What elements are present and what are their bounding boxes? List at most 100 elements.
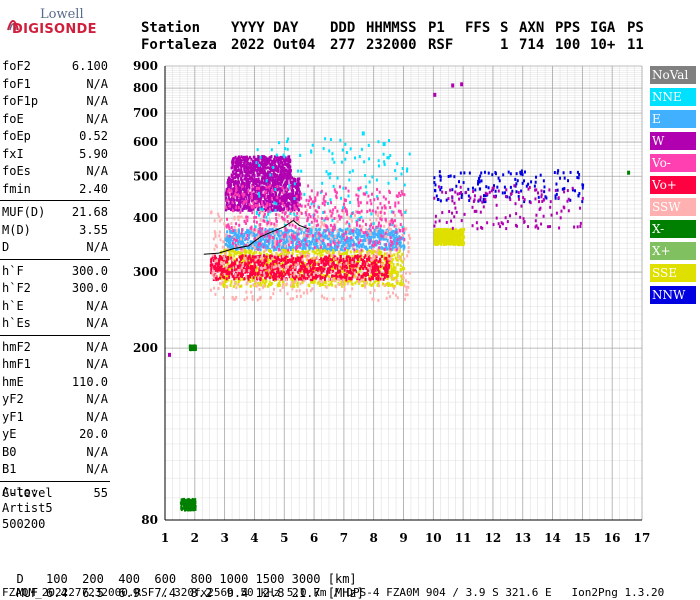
data-point-vo-	[257, 271, 260, 275]
data-point-vo-	[321, 267, 324, 271]
data-point-ssw	[295, 294, 298, 298]
data-point-w	[248, 155, 251, 159]
data-point-nne	[258, 163, 261, 167]
data-point-w	[290, 196, 293, 200]
data-point-w	[241, 174, 244, 178]
data-point-ssw	[406, 254, 409, 258]
data-point-nne	[371, 175, 374, 179]
data-point-e	[276, 232, 279, 236]
data-point-sse	[396, 252, 399, 256]
data-point-ssw	[389, 251, 392, 255]
data-point-vo-	[249, 270, 252, 274]
data-point-w	[268, 177, 271, 181]
param-value: N/A	[86, 298, 108, 313]
data-point-e	[339, 228, 342, 232]
data-point-vo-	[225, 260, 228, 264]
data-point-sse	[362, 280, 365, 284]
data-point-sse	[225, 279, 228, 283]
data-point-w	[227, 180, 230, 184]
data-point-e	[318, 247, 321, 251]
data-point-vo-	[324, 192, 327, 196]
data-point-sse	[392, 268, 395, 272]
data-point-w	[277, 197, 280, 201]
data-point-vo-	[361, 266, 364, 270]
data-point-ssw	[237, 268, 240, 272]
data-point-w	[282, 207, 285, 211]
data-point-ssw	[331, 237, 334, 241]
data-point-vo-	[345, 273, 348, 277]
data-point-vo-	[287, 267, 290, 271]
data-point-w	[252, 162, 255, 166]
data-point-w	[224, 193, 227, 197]
data-point-ssw	[295, 263, 298, 267]
data-point-w	[240, 189, 243, 193]
data-point-ssw	[287, 214, 290, 218]
data-point-e	[252, 231, 255, 235]
data-point-ssw	[263, 273, 266, 277]
data-point-w	[277, 166, 280, 170]
data-point-vo-	[237, 271, 240, 275]
data-point-ssw	[304, 273, 307, 277]
data-point-vo-	[343, 268, 346, 272]
data-point-w	[297, 183, 300, 187]
data-point-ssw	[293, 271, 296, 275]
data-point-w	[278, 162, 281, 166]
data-point-w	[285, 198, 288, 202]
data-point-w	[290, 198, 293, 202]
data-point-e	[314, 241, 317, 245]
data-point-nne	[258, 194, 261, 198]
data-point-e	[323, 235, 326, 239]
data-point-sse	[244, 248, 247, 252]
data-point-ssw	[385, 234, 388, 238]
data-point-ssw	[222, 296, 225, 300]
data-point-vo-	[386, 274, 389, 278]
data-point-vo-	[212, 265, 215, 269]
data-point-vo-	[225, 269, 228, 273]
data-point-sse	[297, 249, 300, 253]
data-point-ssw	[289, 270, 292, 274]
data-point-w	[270, 203, 273, 207]
data-point-vo-	[334, 206, 337, 210]
data-point-ssw	[233, 225, 236, 229]
data-point-w	[237, 161, 240, 165]
data-point-e	[330, 247, 333, 251]
data-point-ssw	[319, 225, 322, 229]
data-point-w	[282, 170, 285, 174]
data-point-e	[237, 228, 240, 232]
data-point-vo-	[303, 264, 306, 268]
data-point-ssw	[256, 228, 259, 232]
data-point-e	[346, 238, 349, 242]
data-point-vo-	[237, 267, 240, 271]
data-point-vo-	[284, 256, 287, 260]
data-point-ssw	[302, 234, 305, 238]
data-point-ssw	[213, 247, 216, 251]
data-point-w	[279, 183, 282, 187]
data-point-ssw	[329, 262, 332, 266]
data-point-vo-	[350, 277, 353, 281]
data-point-sse	[332, 256, 335, 260]
data-point-vo-	[342, 275, 345, 279]
data-point-e	[333, 248, 336, 252]
data-point-vo-	[372, 266, 375, 270]
data-point-sse	[240, 260, 243, 264]
data-point-sse	[356, 279, 359, 283]
data-point-vo-	[239, 257, 242, 261]
param-row: B1 N/A	[2, 461, 108, 478]
data-point-ssw	[245, 275, 248, 279]
data-point-ssw	[323, 222, 326, 226]
data-point-ssw	[220, 217, 223, 221]
data-point-vo-	[335, 272, 338, 276]
data-point-vo-	[238, 260, 241, 264]
data-point-e	[312, 247, 315, 251]
data-point-vo-	[231, 262, 234, 266]
data-point-w	[251, 170, 254, 174]
data-point-w	[254, 159, 257, 163]
data-point-e	[243, 232, 246, 236]
data-point-sse	[296, 276, 299, 280]
param-value: N/A	[86, 111, 108, 126]
data-point-ssw	[393, 213, 396, 217]
data-point-vo-	[264, 276, 267, 280]
data-point-ssw	[320, 220, 323, 224]
data-point-e	[264, 238, 267, 242]
data-point-ssw	[276, 277, 279, 281]
